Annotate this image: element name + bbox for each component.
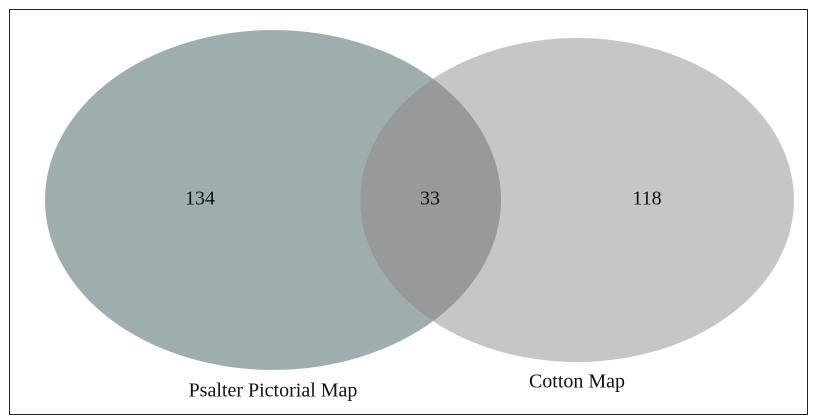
- set-count: 134: [185, 188, 215, 210]
- set-count: 118: [632, 188, 661, 210]
- set-ellipse: [45, 30, 501, 370]
- intersection-count: 33: [420, 188, 440, 210]
- set-label: Cotton Map: [529, 371, 625, 393]
- set-label: Psalter Pictorial Map: [189, 380, 358, 402]
